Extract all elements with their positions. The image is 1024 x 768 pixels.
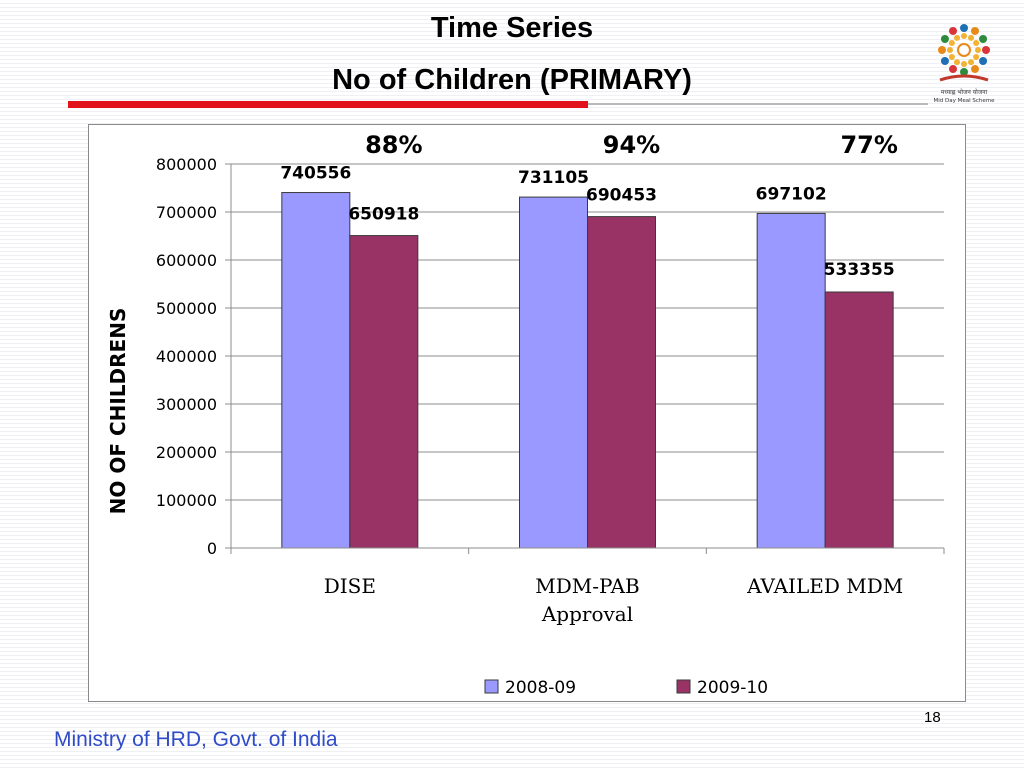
bar-2009-10-2	[824, 291, 894, 549]
axis-layer: 0 100000 200000 300000 400000 500000 600000 700…	[156, 155, 945, 626]
bar-2009-10-0	[349, 235, 419, 549]
logo-person-body	[973, 54, 980, 60]
logo-hindi-text: मध्याह्न भोजन योजना	[941, 88, 988, 96]
chart-container: 0 100000 200000 300000 400000 500000 600000 700…	[88, 124, 966, 702]
legend-label: 2009-10	[697, 678, 768, 698]
logo-person-head	[938, 46, 946, 54]
logo-person-body	[948, 40, 955, 46]
legend-swatch	[484, 679, 499, 694]
slide-subtitle: No of Children (PRIMARY)	[332, 64, 692, 96]
logo-person-body	[947, 47, 953, 53]
logo-person-head	[949, 26, 957, 35]
logo-person-head	[940, 35, 949, 43]
data-label: 697102	[756, 184, 827, 204]
logo-person-head	[971, 65, 979, 74]
y-tick-label: 200000	[156, 443, 217, 462]
y-tick-label: 500000	[156, 299, 217, 318]
title-red-rule	[68, 101, 588, 108]
logo-person-body	[968, 59, 974, 66]
chart-legend: 2008-09 2009-10	[484, 678, 768, 698]
bar-2008-09-1	[519, 196, 588, 549]
logo-person-head	[960, 24, 968, 32]
bar-2009-10-1	[587, 216, 656, 549]
y-axis-title: NO OF CHILDRENS	[106, 308, 130, 515]
logo-english-text: Mid Day Meal Scheme	[933, 98, 995, 104]
logo-person-body	[954, 59, 960, 66]
logo-person-body	[975, 47, 981, 53]
logo-person-body	[961, 61, 967, 67]
y-tick-label: 600000	[156, 251, 217, 270]
data-label: 650918	[348, 205, 419, 225]
bar-2008-09-2	[756, 212, 826, 549]
data-label: 533355	[824, 260, 895, 280]
y-tick-label: 800000	[156, 155, 217, 174]
logo-person-head	[979, 57, 988, 65]
data-label: 740556	[280, 164, 351, 184]
logo-people-ring-icon	[938, 24, 990, 82]
data-label: 690453	[586, 186, 657, 206]
y-tick-label: 300000	[156, 395, 217, 414]
mid-day-meal-logo: मध्याह्न भोजन योजना Mid Day Meal Scheme	[933, 24, 995, 104]
x-category-label: DISE	[324, 574, 376, 598]
percentage-label: 94%	[603, 131, 660, 159]
y-tick-label: 0	[207, 539, 217, 558]
legend-swatch	[676, 679, 691, 694]
percentage-label: 88%	[365, 131, 422, 159]
slide-title: Time Series	[430, 12, 594, 44]
logo-person-head	[940, 57, 949, 65]
logo-person-body	[948, 54, 955, 60]
logo-person-head	[960, 68, 968, 76]
y-tick-label: 700000	[156, 203, 217, 222]
logo-person-body	[968, 34, 974, 41]
legend-label: 2008-09	[505, 678, 576, 698]
percentage-label: 77%	[840, 131, 897, 159]
x-category-label: MDM-PAB	[535, 574, 640, 598]
page-number: 18	[924, 709, 941, 726]
logo-person-body	[973, 40, 980, 46]
footer-text: Ministry of HRD, Govt. of India	[54, 728, 338, 751]
bar-layer	[281, 192, 894, 549]
x-category-label: Approval	[541, 602, 633, 626]
logo-person-head	[971, 26, 979, 35]
logo-person-body	[954, 34, 960, 41]
logo-person-head	[982, 46, 990, 54]
bar-chart: 0 100000 200000 300000 400000 500000 600000 700…	[106, 131, 945, 698]
bar-2008-09-0	[281, 192, 351, 549]
logo-person-head	[949, 65, 957, 74]
y-tick-label: 100000	[156, 491, 217, 510]
logo-book-arc	[939, 74, 989, 82]
logo-center	[957, 43, 971, 57]
logo-person-body	[961, 33, 967, 39]
x-category-label: AVAILED MDM	[746, 574, 903, 598]
title-grey-rule	[588, 103, 928, 105]
y-tick-label: 400000	[156, 347, 217, 366]
data-label: 731105	[518, 168, 589, 188]
logo-person-head	[979, 35, 988, 43]
